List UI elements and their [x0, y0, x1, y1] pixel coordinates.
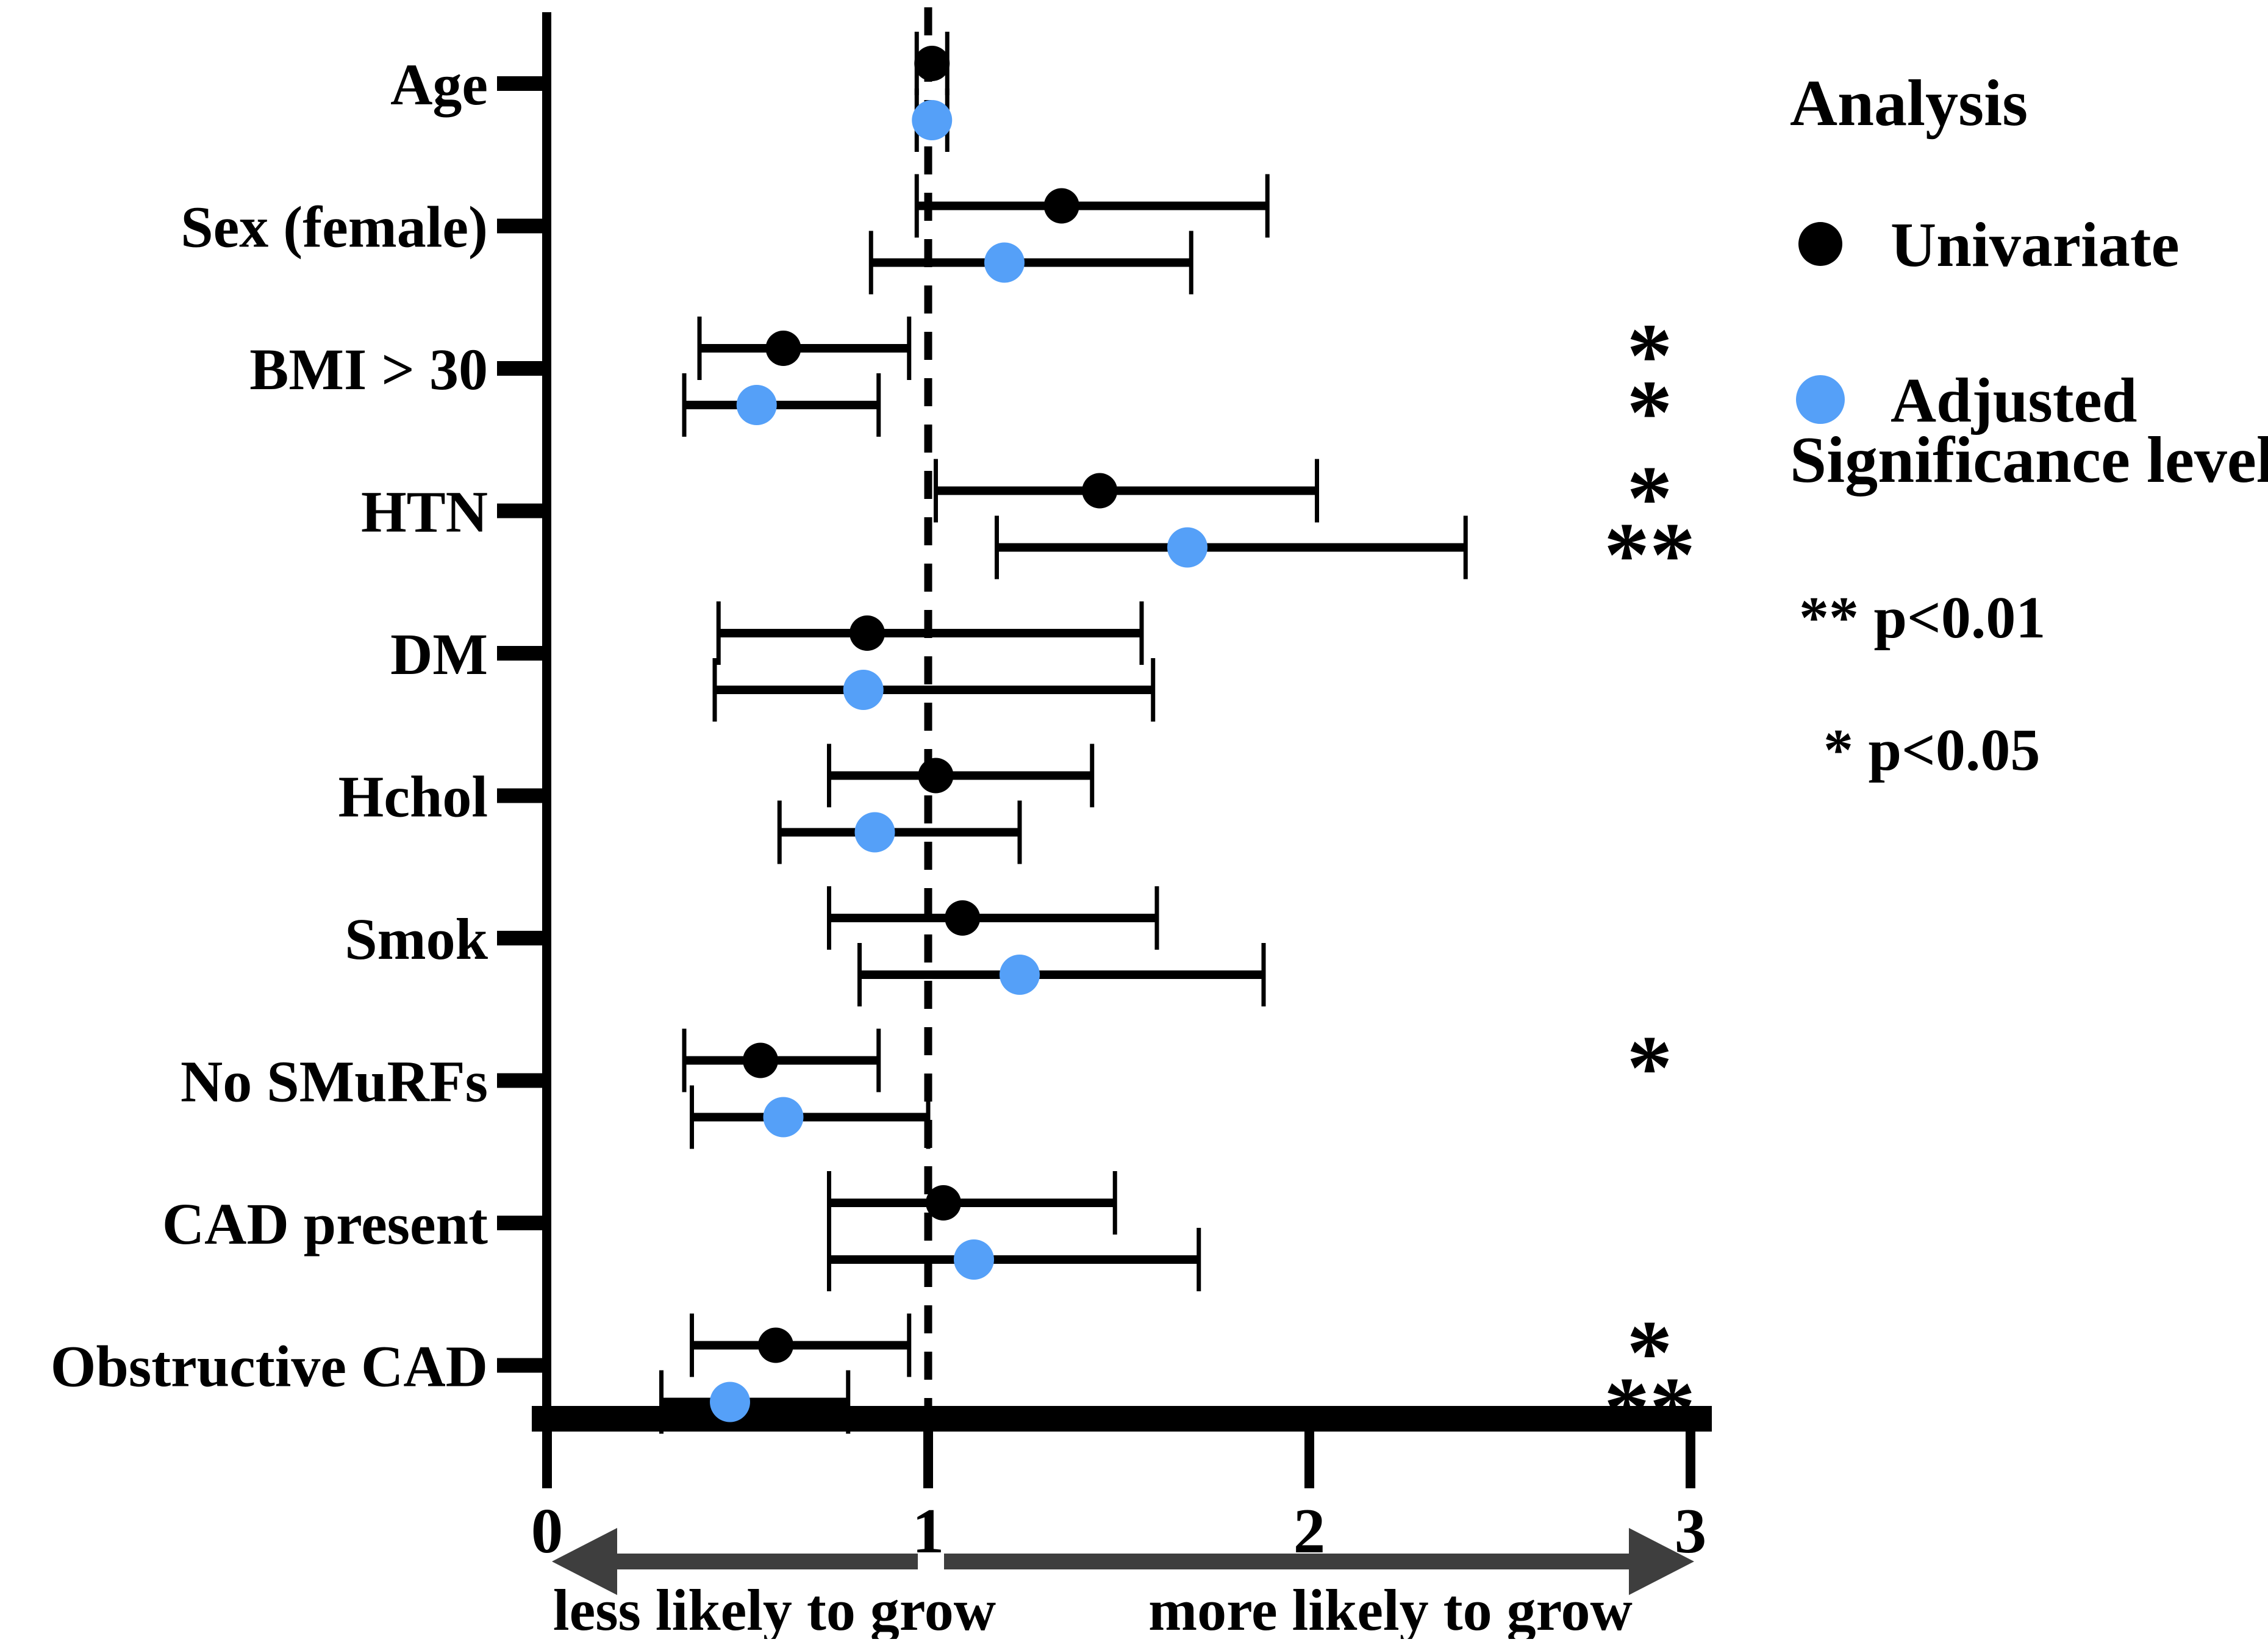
- adjusted-point: [843, 670, 884, 710]
- forest-row-adjusted: **: [995, 504, 1695, 606]
- forest-row-univariate: *: [682, 1017, 1673, 1119]
- significance-entry: ** p<0.01: [1799, 585, 2045, 651]
- univariate-point: [926, 1185, 961, 1221]
- forest-row-univariate: *: [690, 1302, 1673, 1404]
- legend-adjusted-label: Adjusted: [1891, 365, 2137, 436]
- forest-row-adjusted: [912, 88, 953, 152]
- forest-row-adjusted: *: [682, 362, 1673, 463]
- legend-univariate-label: Univariate: [1891, 210, 2180, 280]
- adjusted-point: [763, 1097, 804, 1138]
- univariate-point: [765, 331, 801, 366]
- left-direction-label: less likely to grow: [553, 1577, 996, 1639]
- forest-row-adjusted: [857, 943, 1266, 1006]
- forest-row-adjusted: **: [659, 1359, 1695, 1460]
- legend-adjusted-swatch: [1796, 375, 1845, 424]
- forest-row-univariate: [827, 1171, 1117, 1235]
- x-axis: [532, 1406, 1712, 1432]
- significance-entry: * p<0.05: [1823, 717, 2040, 783]
- significance-marker: **: [1604, 504, 1695, 606]
- forest-row-adjusted: [868, 231, 1193, 295]
- category-label: Smok: [345, 906, 488, 972]
- category-label: Obstructive CAD: [51, 1334, 488, 1399]
- adjusted-point: [1000, 955, 1040, 995]
- legend-title: Analysis: [1790, 67, 2028, 140]
- univariate-point: [918, 758, 954, 794]
- univariate-point: [743, 1042, 778, 1078]
- category-label: Age: [390, 52, 488, 117]
- category-label: CAD present: [162, 1191, 488, 1257]
- right-direction-label: more likely to grow: [1148, 1577, 1633, 1639]
- adjusted-point: [854, 812, 895, 853]
- univariate-point: [1043, 188, 1079, 224]
- univariate-point: [1082, 473, 1118, 509]
- adjusted-point: [954, 1239, 994, 1280]
- x-tick-label: 0: [531, 1495, 563, 1566]
- category-label: BMI > 30: [249, 337, 488, 402]
- left-arrow-head: [552, 1528, 617, 1595]
- significance-marker: *: [1627, 448, 1673, 549]
- category-label: HTN: [361, 479, 488, 545]
- adjusted-point: [984, 242, 1025, 283]
- adjusted-point: [736, 385, 777, 425]
- forest-row-adjusted: [827, 1228, 1201, 1291]
- forest-row-univariate: [716, 601, 1144, 665]
- forest-row-adjusted: [777, 800, 1022, 864]
- forest-row-adjusted: [690, 1085, 931, 1149]
- forest-row-univariate: *: [697, 305, 1673, 406]
- univariate-point: [945, 900, 981, 936]
- univariate-point: [914, 46, 950, 81]
- forest-row-univariate: *: [934, 448, 1673, 549]
- category-label: DM: [390, 622, 488, 687]
- significance-marker: *: [1627, 1302, 1673, 1404]
- significance-marker: *: [1627, 1017, 1673, 1119]
- forest-row-univariate: [914, 174, 1270, 238]
- forest-row-univariate: [914, 32, 950, 95]
- forest-row-adjusted: [712, 658, 1156, 722]
- adjusted-point: [1167, 527, 1207, 568]
- univariate-point: [758, 1327, 793, 1363]
- category-label: Hchol: [338, 764, 488, 830]
- significance-title: Significance level: [1790, 424, 2268, 497]
- right-arrow-head: [1629, 1528, 1694, 1595]
- univariate-point: [850, 615, 885, 651]
- category-label: No SMuRFs: [181, 1049, 488, 1114]
- legend-univariate-swatch: [1798, 222, 1842, 266]
- significance-marker: *: [1627, 362, 1673, 463]
- adjusted-point: [710, 1382, 750, 1422]
- adjusted-point: [912, 100, 953, 140]
- forest-row-univariate: [827, 744, 1095, 808]
- forest-row-univariate: [827, 886, 1159, 950]
- category-label: Sex (female): [181, 195, 488, 260]
- significance-marker: **: [1604, 1359, 1695, 1460]
- significance-marker: *: [1627, 305, 1673, 406]
